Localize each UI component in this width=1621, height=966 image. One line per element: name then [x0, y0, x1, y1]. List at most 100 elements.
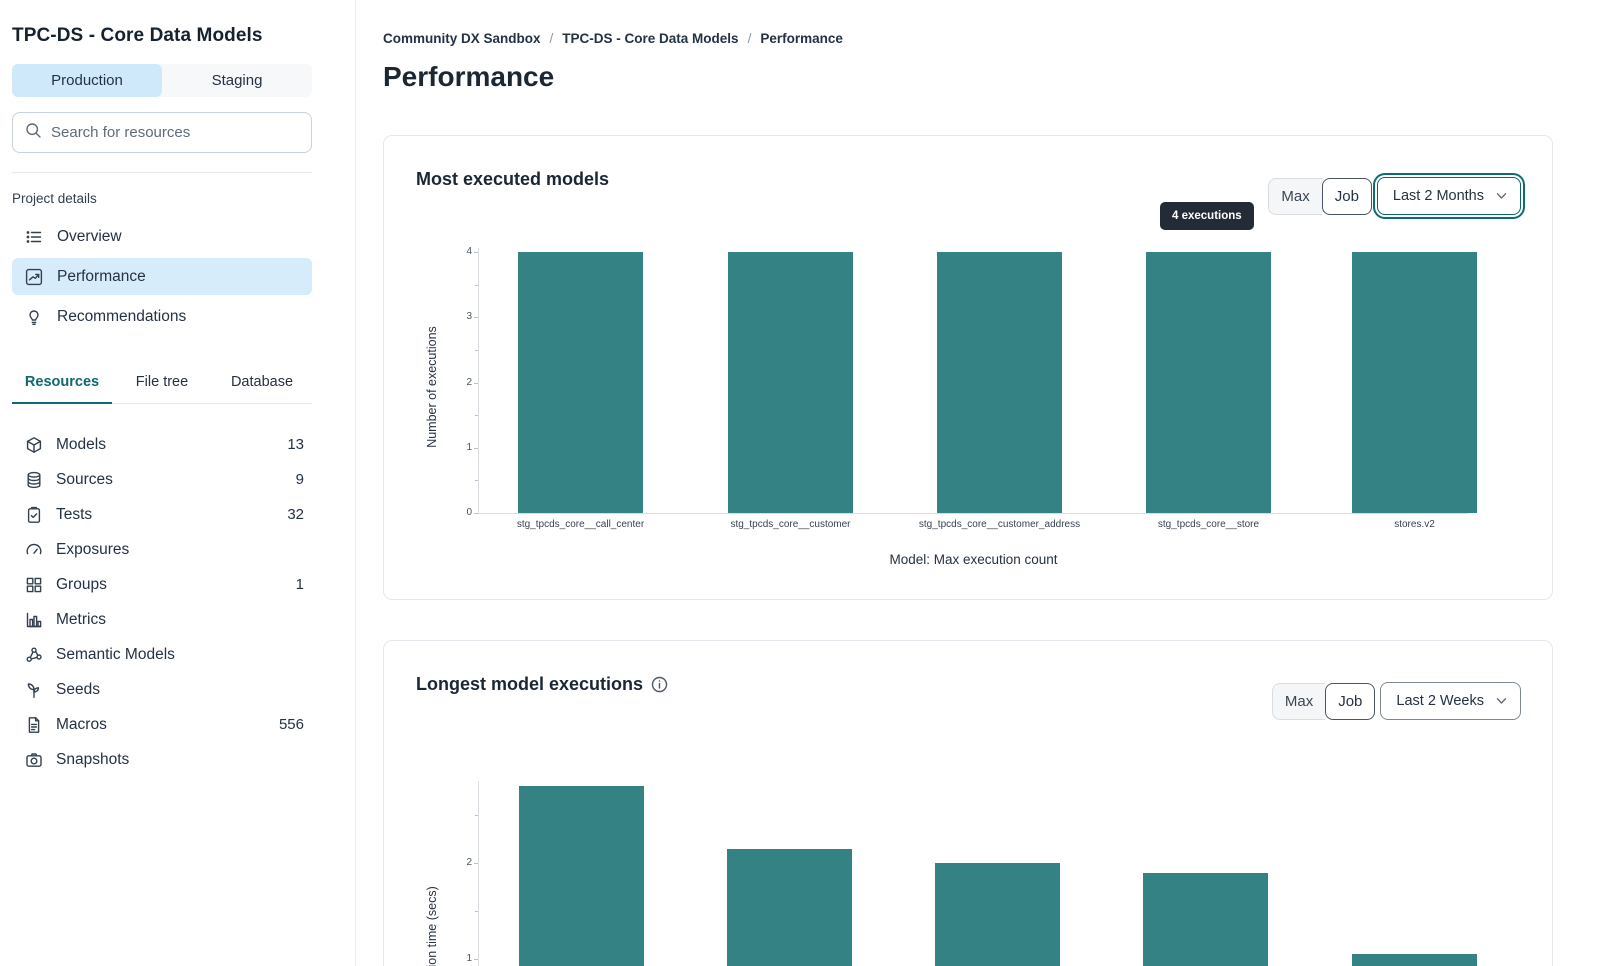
resource-label: Models [56, 435, 106, 453]
y-tick-label: 1 [466, 953, 472, 964]
resource-count: 13 [287, 436, 304, 453]
max-job-toggle: Max Job [1271, 682, 1376, 720]
bar-stg_tpcds_core__customer[interactable] [728, 252, 853, 513]
y-tick-label: 1 [466, 441, 472, 453]
job-toggle-button[interactable]: Job [1325, 682, 1376, 720]
breadcrumb-item: Performance [760, 31, 843, 46]
bar-stg_tpcds_core__call_center[interactable] [518, 252, 643, 513]
x-category-label: stg_tpcds_core__customer_address [918, 519, 1081, 530]
sidebar-item-overview[interactable]: Overview [12, 218, 312, 255]
bar-execution-1[interactable] [519, 786, 644, 966]
resource-count: 9 [295, 471, 304, 488]
resource-row-semantic-models[interactable]: Semantic Models [12, 637, 312, 672]
resource-row-exposures[interactable]: Exposures [12, 532, 312, 567]
breadcrumb-item[interactable]: TPC-DS - Core Data Models [562, 31, 739, 46]
bar-execution-3[interactable] [935, 863, 1060, 966]
search-box[interactable] [12, 112, 312, 153]
y-tick-mark [474, 863, 478, 864]
sidebar-item-label: Recommendations [57, 307, 187, 325]
card-title: Longest model executions [416, 674, 668, 695]
bar-execution-4[interactable] [1143, 872, 1268, 966]
sidebar-item-label: Overview [57, 227, 122, 245]
most-executed-models-chart: 0 1 2 3 4 stg_tpcds_core__call_center stg_tpcd… [384, 136, 1552, 599]
time-range-dropdown[interactable]: Last 2 Months [1376, 177, 1521, 215]
x-category-label: stg_tpcds_core__call_center [516, 519, 645, 530]
resource-row-models[interactable]: Models 13 [12, 427, 312, 462]
time-range-value: Last 2 Weeks [1396, 693, 1484, 709]
sidebar-item-performance[interactable]: Performance [12, 258, 312, 295]
file-icon [25, 716, 43, 734]
resource-row-macros[interactable]: Macros 556 [12, 707, 312, 742]
database-icon [25, 471, 43, 489]
main-content: Community DX Sandbox / TPC-DS - Core Data … [357, 0, 1621, 966]
resource-row-groups[interactable]: Groups 1 [12, 567, 312, 602]
bar-stores.v2[interactable] [1352, 252, 1477, 513]
resource-label: Metrics [56, 610, 106, 628]
y-tick-label: 2 [466, 376, 472, 388]
time-range-dropdown[interactable]: Last 2 Weeks [1380, 682, 1521, 720]
bar-execution-2[interactable] [727, 848, 852, 966]
bar-execution-5[interactable] [1352, 954, 1477, 966]
max-toggle-button[interactable]: Max [1268, 177, 1322, 215]
resource-label: Groups [56, 575, 107, 593]
resource-label: Tests [56, 505, 93, 523]
chart-tooltip: 4 executions [1160, 202, 1254, 230]
y-minor-tick [475, 349, 478, 351]
job-toggle-button[interactable]: Job [1321, 177, 1372, 215]
resource-row-sources[interactable]: Sources 9 [12, 462, 312, 497]
y-minor-tick [475, 911, 478, 912]
env-tab-production[interactable]: Production [12, 64, 162, 97]
y-axis-title: Execution time (secs) [425, 886, 439, 966]
resource-row-tests[interactable]: Tests 32 [12, 497, 312, 532]
sidebar-divider [12, 172, 312, 173]
max-job-toggle: Max Job [1268, 177, 1372, 215]
project-details-label: Project details [12, 191, 97, 206]
resource-list: Models 13 Sources 9 Tests 32 Exposures Groups 1 M… [12, 427, 312, 777]
x-axis-line [478, 513, 1469, 514]
sidebar-item-label: Performance [57, 267, 146, 285]
bar-stg_tpcds_core__store[interactable] [1146, 252, 1271, 513]
page-title: Performance [383, 61, 555, 92]
max-toggle-button[interactable]: Max [1271, 682, 1326, 720]
project-nav: Overview Performance Recommendations [12, 218, 312, 335]
y-tick-mark [474, 252, 478, 253]
y-minor-tick [475, 415, 478, 417]
chevron-down-icon [1496, 192, 1507, 200]
breadcrumb-separator: / [747, 31, 752, 46]
resource-label: Macros [56, 715, 107, 733]
card-title: Most executed models [416, 169, 610, 189]
y-tick-label: 3 [466, 311, 472, 323]
camera-icon [25, 751, 43, 769]
tab-database[interactable]: Database [230, 374, 294, 390]
sidebar-item-recommendations[interactable]: Recommendations [12, 298, 312, 335]
tab-resources[interactable]: Resources [12, 366, 112, 404]
search-input[interactable] [51, 124, 271, 141]
nodes-icon [25, 646, 43, 664]
resource-row-metrics[interactable]: Metrics [12, 602, 312, 637]
y-minor-tick [475, 284, 478, 286]
line-chart-icon [25, 268, 43, 286]
breadcrumb-separator: / [549, 31, 554, 46]
resource-count: 32 [287, 506, 304, 523]
sidebar: TPC-DS - Core Data Models Production Stag… [0, 0, 356, 966]
env-tab-staging[interactable]: Staging [211, 72, 263, 89]
tab-file-tree[interactable]: File tree [135, 374, 189, 390]
info-icon[interactable] [651, 676, 668, 693]
seedling-icon [25, 681, 43, 699]
bar-chart-icon [25, 611, 43, 629]
search-icon [25, 122, 42, 144]
y-tick-mark [474, 447, 478, 449]
lightbulb-icon [25, 308, 43, 326]
x-axis-title: Model: Max execution count [889, 552, 1058, 567]
x-category-label: stores.v2 [1394, 519, 1435, 530]
resource-label: Seeds [56, 680, 100, 698]
card-title-text: Longest model executions [416, 674, 644, 694]
bar-stg_tpcds_core__customer_address[interactable] [937, 252, 1062, 513]
resource-row-seeds[interactable]: Seeds [12, 672, 312, 707]
y-tick-mark [474, 382, 478, 384]
resource-row-snapshots[interactable]: Snapshots [12, 742, 312, 777]
y-minor-tick [475, 480, 478, 482]
chevron-down-icon [1496, 697, 1507, 705]
resource-label: Sources [56, 470, 113, 488]
breadcrumb-item[interactable]: Community DX Sandbox [383, 31, 541, 46]
